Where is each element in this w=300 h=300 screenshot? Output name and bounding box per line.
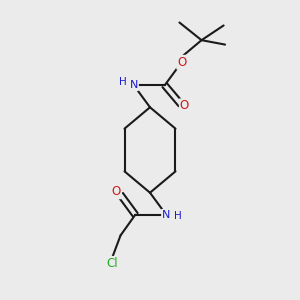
Text: O: O [180,99,189,112]
Text: O: O [112,185,121,198]
Text: Cl: Cl [106,257,118,270]
Text: N: N [162,210,170,220]
Text: N: N [130,80,138,90]
Text: H: H [119,77,127,87]
Text: O: O [177,56,186,69]
Text: H: H [173,211,181,221]
